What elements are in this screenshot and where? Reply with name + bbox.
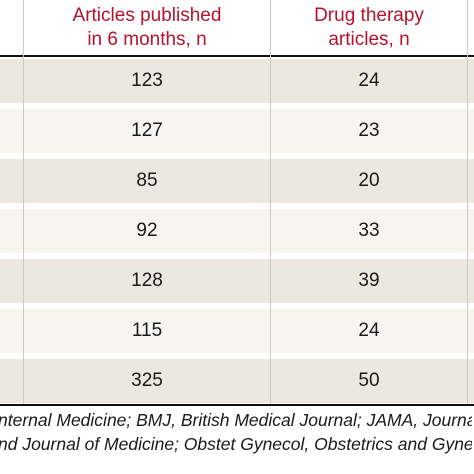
cell-drug-therapy: 24 <box>358 70 380 91</box>
cell-drug-therapy: 20 <box>358 170 380 191</box>
header-rule <box>0 55 474 57</box>
cell-articles-published: 92 <box>136 220 158 241</box>
bottom-rule <box>0 404 474 406</box>
column-divider <box>23 0 24 404</box>
table-row: 325 50 <box>0 359 474 405</box>
cell-drug-therapy: 39 <box>358 270 380 291</box>
cell-drug-therapy: 33 <box>358 220 380 241</box>
table-row: 92 33 <box>0 209 474 255</box>
table-row: 123 24 <box>0 59 474 105</box>
column-divider <box>467 0 468 404</box>
header-articles-published-line2: in 6 months, n <box>87 28 207 50</box>
cell-articles-published: 325 <box>131 370 163 391</box>
header-drug-therapy: Drug therapy articles, n <box>271 0 467 55</box>
footnote-line: nternal Medicine; BMJ, British Medical J… <box>0 410 472 430</box>
table-header: Articles published in 6 months, n Drug t… <box>0 0 474 55</box>
cell-articles-published: 128 <box>131 270 163 291</box>
header-articles-published-line1: Articles published <box>72 4 222 26</box>
cell-drug-therapy: 50 <box>358 370 380 391</box>
cell-articles-published: 123 <box>131 70 163 91</box>
table-row: 85 20 <box>0 159 474 205</box>
cell-articles-published: 85 <box>136 170 158 191</box>
table-row: 115 24 <box>0 309 474 355</box>
header-drug-therapy-line2: articles, n <box>328 28 410 50</box>
header-articles-published: Articles published in 6 months, n <box>24 0 270 55</box>
cell-drug-therapy: 23 <box>358 120 380 141</box>
cell-articles-published: 127 <box>131 120 163 141</box>
table-row: 127 23 <box>0 109 474 155</box>
footnote-line: nd Journal of Medicine; Obstet Gynecol, … <box>0 434 472 454</box>
table-row: 128 39 <box>0 259 474 305</box>
header-drug-therapy-line1: Drug therapy <box>314 4 424 26</box>
cell-articles-published: 115 <box>131 320 163 341</box>
cell-drug-therapy: 24 <box>358 320 380 341</box>
column-divider <box>270 0 271 404</box>
